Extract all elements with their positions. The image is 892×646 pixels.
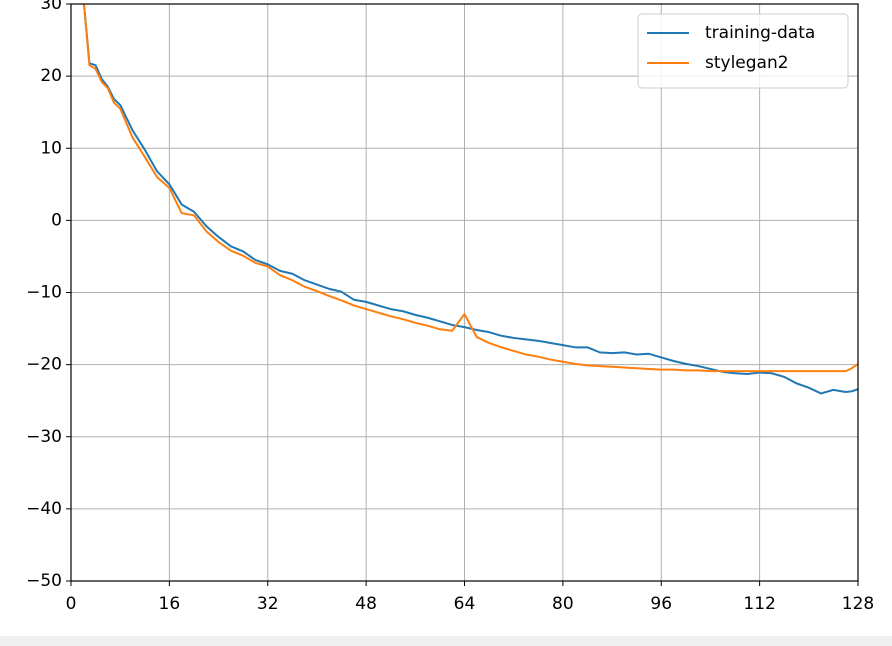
ticks: 0 16 32 48 64 80 96 112 128 −50 −40 −30 −20 −10 0 10 20 3…	[26, 0, 874, 614]
x-tick-label: 64	[454, 594, 476, 614]
x-tick-label: 48	[355, 594, 377, 614]
x-tick-label: 32	[257, 594, 279, 614]
status-strip	[0, 636, 892, 646]
grid	[70, 3, 859, 582]
y-tick-label: −10	[26, 283, 62, 303]
x-tick-label: 80	[552, 594, 574, 614]
y-tick-label: −40	[26, 499, 62, 519]
legend-label: training-data	[705, 23, 815, 43]
y-tick-label: −30	[26, 427, 62, 447]
x-tick-label: 0	[66, 594, 77, 614]
legend: training-data stylegan2	[637, 13, 849, 89]
y-tick-label: 20	[40, 66, 62, 86]
y-tick-label: −20	[26, 355, 62, 375]
x-tick-label: 112	[743, 594, 775, 614]
legend-label: stylegan2	[705, 53, 789, 73]
plot-lines	[82, 4, 858, 395]
legend-box	[637, 13, 849, 89]
x-tick-label: 128	[842, 594, 874, 614]
y-tick-label: −50	[26, 571, 62, 591]
y-tick-label: 10	[40, 138, 62, 158]
y-tick-label: 0	[51, 210, 62, 230]
series-line	[82, 4, 858, 373]
x-tick-label: 16	[159, 594, 181, 614]
x-tick-label: 96	[650, 594, 672, 614]
series-line	[82, 4, 858, 395]
y-tick-label: 30	[40, 0, 62, 14]
